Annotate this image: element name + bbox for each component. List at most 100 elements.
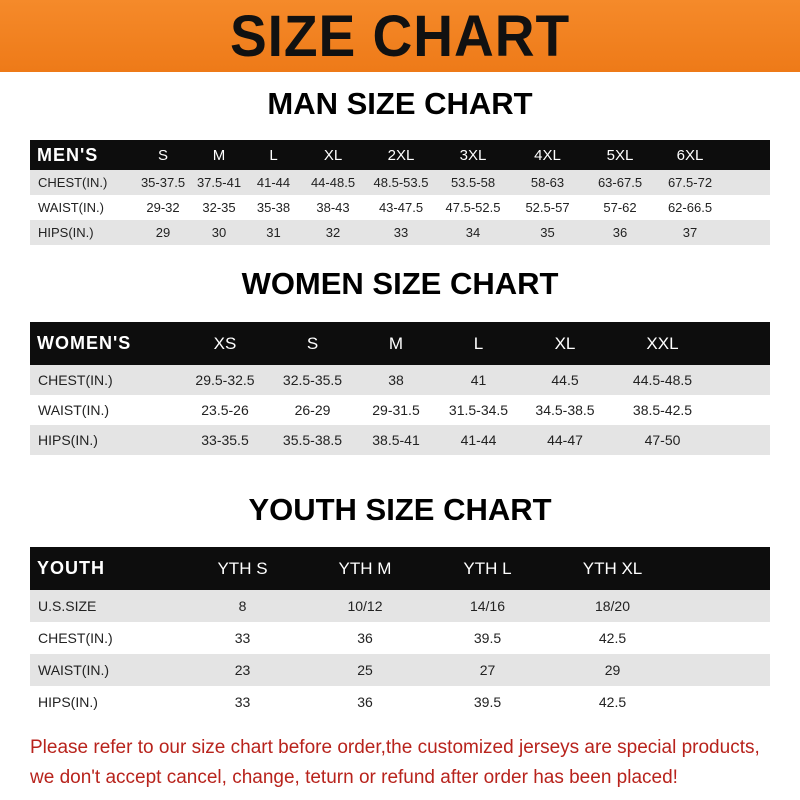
measurement-cell: 38-43: [316, 200, 350, 215]
table-row: WAIST(IN.) 29-32 32-35 35-38 38-43 43-47.5 47.…: [30, 195, 770, 220]
measurement-cell: 31: [266, 225, 281, 240]
measurement-cell: 48.5-53.5: [373, 175, 429, 190]
row-label: WAIST(IN.): [38, 200, 104, 215]
measurement-cell: 53.5-58: [450, 175, 496, 190]
measurement-cell: 47.5-52.5: [445, 200, 501, 215]
header-row: YOUTH YTH S YTH M YTH L YTH XL: [30, 547, 770, 590]
size-header: YTH XL: [582, 558, 643, 578]
measurement-cell: 29: [155, 225, 171, 240]
measurement-cell: 33: [234, 694, 251, 710]
table-row: HIPS(IN.) 29 30 31 32 33 34 35 36 37: [30, 220, 770, 245]
measurement-cell: 14/16: [469, 598, 506, 614]
table-row: CHEST(IN.) 35-37.5 37.5-41 41-44 44-48.5 48.5…: [30, 170, 770, 195]
measurement-cell: 44.5-48.5: [632, 372, 693, 388]
row-label: HIPS(IN.): [38, 694, 98, 710]
measurement-cell: 33-35.5: [201, 432, 249, 448]
women-size-table: WOMEN'S XS S M L XL XXL CHEST(IN.) 29.5-32.5 32.5…: [30, 322, 770, 455]
size-header: 6XL: [676, 146, 704, 164]
measurement-cell: 36: [612, 225, 628, 240]
youth-section-title: YOUTH SIZE CHART: [248, 492, 552, 527]
measurement-cell: 58-63: [530, 175, 565, 190]
size-header: L: [473, 333, 484, 353]
size-header: L: [269, 146, 278, 164]
measurement-cell: 35-38: [256, 200, 291, 215]
measurement-cell: 32-35: [202, 200, 236, 215]
size-header: 3XL: [459, 146, 487, 164]
measurement-cell: 38: [388, 372, 404, 388]
measurement-cell: 37: [682, 225, 698, 240]
measurement-cell: 44-47: [547, 432, 583, 448]
size-header: YTH M: [338, 558, 392, 578]
measurement-cell: 25: [357, 662, 373, 678]
measurement-cell: 32: [325, 225, 341, 240]
measurement-cell: 31.5-34.5: [448, 402, 509, 418]
measurement-cell: 26-29: [294, 402, 331, 418]
men-section-title: MAN SIZE CHART: [267, 86, 533, 121]
measurement-cell: 27: [479, 662, 496, 678]
measurement-cell: 8: [238, 598, 247, 614]
row-label: CHEST(IN.): [38, 630, 113, 646]
size-header: S: [306, 333, 319, 353]
measurement-cell: 32.5-35.5: [282, 372, 343, 388]
measurement-cell: 34.5-38.5: [535, 402, 595, 418]
table-row: WAIST(IN.) 23 25 27 29: [30, 654, 770, 686]
size-header: XL: [323, 146, 343, 164]
measurement-cell: 44-48.5: [310, 175, 356, 190]
measurement-cell: 44.5: [551, 372, 579, 388]
size-header: XS: [213, 333, 237, 353]
table-row: HIPS(IN.) 33-35.5 35.5-38.5 38.5-41 41-44 44-…: [30, 425, 770, 455]
table-row: HIPS(IN.) 33 36 39.5 42.5: [30, 686, 770, 718]
table-row: CHEST(IN.) 33 36 39.5 42.5: [30, 622, 770, 654]
measurement-cell: 62-66.5: [667, 200, 713, 215]
row-label: CHEST(IN.): [38, 175, 108, 190]
size-header: YTH S: [217, 558, 268, 578]
measurement-cell: 43-47.5: [378, 200, 424, 215]
table-row: U.S.SIZE 8 10/12 14/16 18/20: [30, 590, 770, 622]
size-header: XL: [554, 333, 576, 353]
table-label: YOUTH: [37, 558, 105, 578]
size-header: M: [212, 146, 226, 164]
table-label: MEN'S: [37, 144, 99, 165]
row-label: HIPS(IN.): [38, 432, 98, 448]
measurement-cell: 41-44: [460, 432, 497, 448]
measurement-cell: 52.5-57: [525, 200, 570, 215]
size-header: 5XL: [606, 146, 634, 164]
measurement-cell: 63-67.5: [597, 175, 643, 190]
measurement-cell: 39.5: [473, 630, 502, 646]
size-header: XXL: [646, 333, 679, 353]
measurement-cell: 36: [357, 630, 373, 646]
women-section-title: WOMEN SIZE CHART: [241, 266, 559, 301]
table-row: WAIST(IN.) 23.5-26 26-29 29-31.5 31.5-34.5 34…: [30, 395, 770, 425]
measurement-cell: 36: [357, 694, 373, 710]
disclaimer-note: Please refer to our size chart before or…: [30, 733, 780, 793]
measurement-cell: 35.5-38.5: [282, 432, 343, 448]
size-header: 2XL: [387, 146, 415, 164]
row-label: WAIST(IN.): [38, 402, 110, 418]
measurement-cell: 29-32: [146, 200, 180, 215]
measurement-cell: 57-62: [603, 200, 637, 215]
measurement-cell: 39.5: [473, 694, 502, 710]
measurement-cell: 33: [393, 225, 409, 240]
header-row: MEN'S S M L XL 2XL 3XL 4XL 5XL 6XL: [30, 140, 770, 170]
row-label: WAIST(IN.): [38, 662, 110, 678]
measurement-cell: 42.5: [598, 694, 627, 710]
header-row: WOMEN'S XS S M L XL XXL: [30, 322, 770, 365]
measurement-cell: 41: [470, 372, 487, 388]
size-header: S: [157, 146, 168, 164]
row-label: CHEST(IN.): [38, 372, 113, 388]
size-header: YTH L: [463, 558, 512, 578]
banner-title: SIZE CHART: [229, 3, 571, 69]
measurement-cell: 47-50: [644, 432, 681, 448]
note-line: Please refer to our size chart before or…: [30, 737, 760, 758]
measurement-cell: 37.5-41: [196, 175, 242, 190]
measurement-cell: 33: [234, 630, 251, 646]
measurement-cell: 10/12: [347, 598, 383, 614]
measurement-cell: 29.5-32.5: [195, 372, 255, 388]
measurement-cell: 35: [540, 225, 555, 240]
measurement-cell: 30: [211, 225, 227, 240]
men-size-table: MEN'S S M L XL 2XL 3XL 4XL 5XL 6XL CHEST(IN.) 35-37…: [30, 140, 770, 245]
table-label: WOMEN'S: [37, 333, 132, 353]
measurement-cell: 18/20: [594, 598, 631, 614]
measurement-cell: 38.5-41: [372, 432, 420, 448]
measurement-cell: 23: [234, 662, 251, 678]
